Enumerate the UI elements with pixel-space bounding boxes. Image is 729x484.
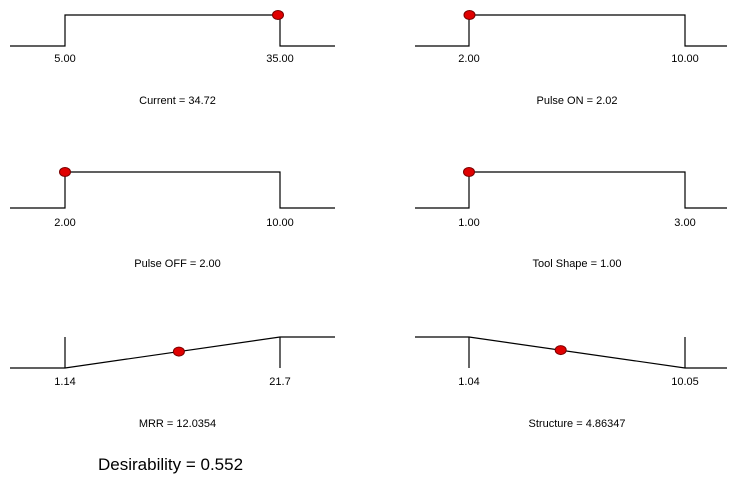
factor-caption-3: Tool Shape = 1.00 <box>533 258 622 270</box>
tick-label-high-2: 10.00 <box>266 217 294 229</box>
factor-caption-5: Structure = 4.86347 <box>529 418 626 430</box>
tick-label-low-3: 1.00 <box>458 217 479 229</box>
tick-label-high-5: 10.05 <box>671 376 699 388</box>
factor-caption-1: Pulse ON = 2.02 <box>536 95 617 107</box>
ramp-line-1 <box>415 14 727 47</box>
setting-point-0 <box>272 10 284 20</box>
ramp-line-2 <box>10 171 335 209</box>
desirability-label: Desirability = 0.552 <box>98 455 244 474</box>
ramp-line-5 <box>415 336 727 369</box>
setting-point-5 <box>554 345 567 356</box>
tick-label-low-5: 1.04 <box>458 376 479 388</box>
factor-caption-4: MRR = 12.0354 <box>139 418 216 430</box>
setting-point-1 <box>463 10 476 20</box>
tick-label-high-0: 35.00 <box>266 53 294 65</box>
ramp-line-0 <box>10 14 335 47</box>
tick-label-high-4: 21.7 <box>269 376 290 388</box>
setting-point-3 <box>463 167 475 177</box>
setting-point-4 <box>172 346 185 357</box>
tick-label-low-2: 2.00 <box>54 217 75 229</box>
tick-label-low-4: 1.14 <box>54 376 75 388</box>
ramp-line-3 <box>415 171 727 209</box>
tick-label-low-0: 5.00 <box>54 53 75 65</box>
ramp-line-4 <box>10 336 335 369</box>
factor-caption-0: Current = 34.72 <box>139 95 216 107</box>
setting-point-2 <box>59 167 71 177</box>
tick-label-high-1: 10.00 <box>671 53 699 65</box>
factor-caption-2: Pulse OFF = 2.00 <box>134 258 221 270</box>
tick-label-high-3: 3.00 <box>674 217 695 229</box>
tick-label-low-1: 2.00 <box>458 53 479 65</box>
